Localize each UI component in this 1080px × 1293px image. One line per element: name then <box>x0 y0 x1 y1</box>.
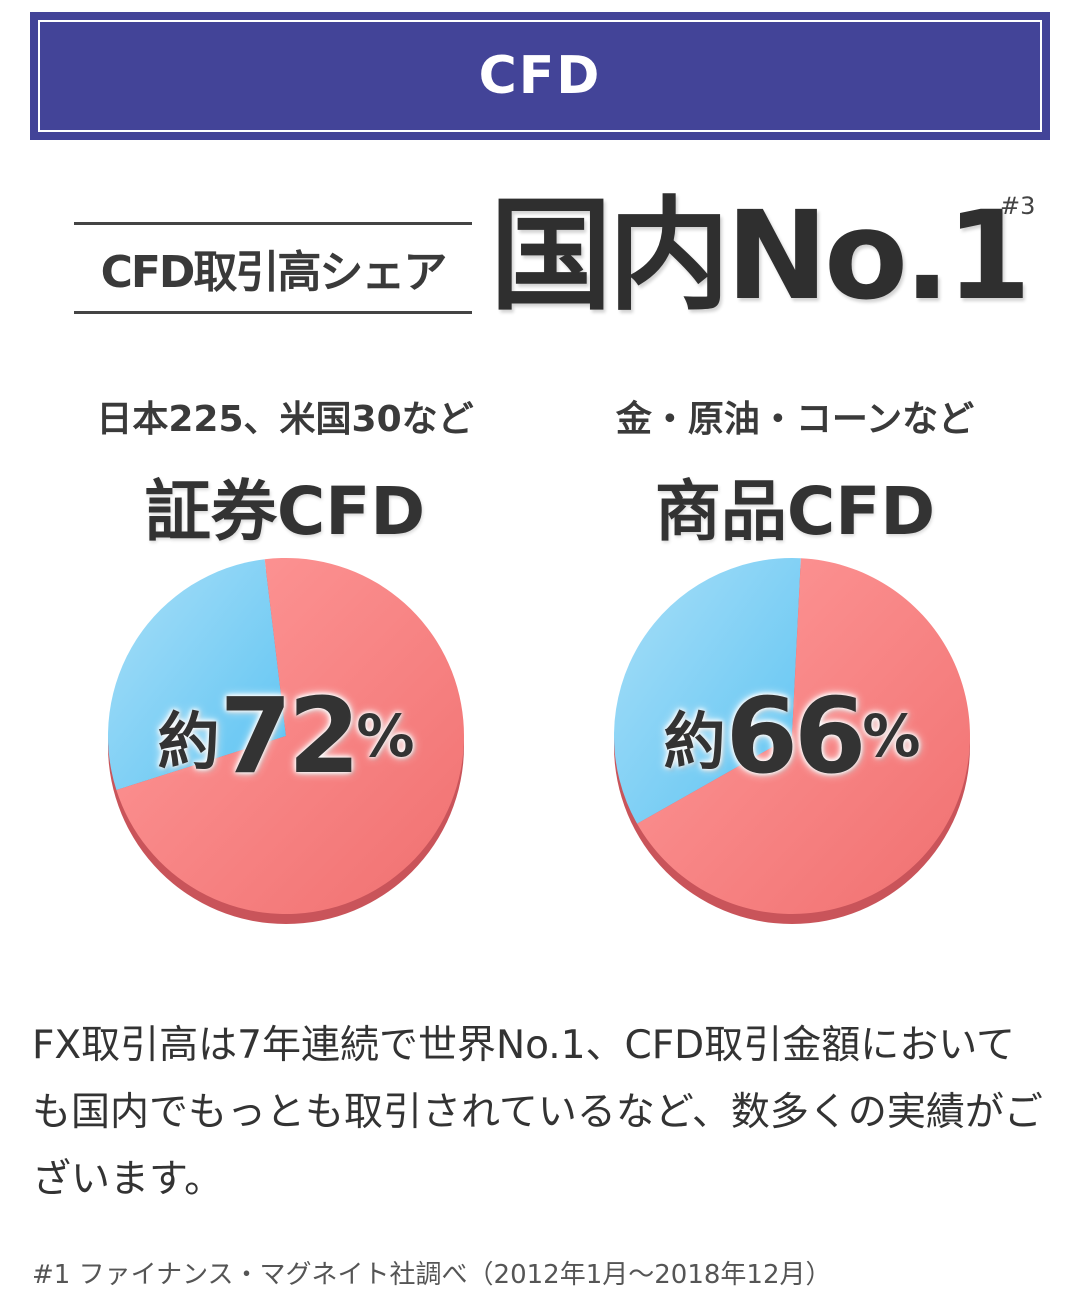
securities-cfd-share-prefix: 約 <box>157 705 220 778</box>
securities-cfd-subtitle: 日本225、米国30など <box>96 399 474 440</box>
securities-cfd-pie-slice-other <box>107 559 286 791</box>
share-label: CFD取引高シェア <box>100 247 448 298</box>
commodity-cfd-pie: 約 66% <box>612 556 972 926</box>
share-label-box: CFD取引高シェア <box>74 222 472 314</box>
securities-cfd-share-value: 72 <box>219 675 361 797</box>
securities-cfd-pie-slice-main <box>116 558 464 914</box>
securities-cfd-share-label: 約 72% <box>106 556 466 916</box>
footnote-text: #1 ファイナンス・マグネイト社調べ（2012年1月〜2018年12月） <box>32 1260 832 1290</box>
securities-cfd-title: 証券CFD <box>144 473 426 550</box>
banner-frame: CFD <box>38 20 1042 132</box>
commodity-cfd-share-unit: % <box>862 702 921 770</box>
ranking-footnote-mark: #3 <box>1000 192 1036 220</box>
commodity-cfd-subtitle: 金・原油・コーンなど <box>615 399 975 440</box>
commodity-cfd-pie-slice-other <box>614 558 801 824</box>
securities-cfd-header: 日本225、米国30など 証券CFD <box>45 390 525 554</box>
ranking-headline: 国内No.1 <box>490 185 1031 327</box>
commodity-cfd-share-value: 66 <box>725 675 867 797</box>
commodity-cfd-title: 商品CFD <box>654 473 936 550</box>
securities-cfd-pie-chart <box>107 558 464 924</box>
section-banner: CFD <box>30 12 1050 140</box>
securities-cfd-share-unit: % <box>356 702 415 770</box>
commodity-cfd-share-prefix: 約 <box>663 705 726 778</box>
securities-cfd-pie: 約 72% <box>106 556 466 926</box>
description-text: FX取引高は7年連続で世界No.1、CFD取引金額においても国内でもっとも取引さ… <box>32 1023 1043 1202</box>
banner-title: CFD <box>478 46 602 106</box>
commodity-cfd-pie-chart <box>614 558 970 924</box>
commodity-cfd-share-label: 約 66% <box>612 556 972 916</box>
commodity-cfd-header: 金・原油・コーンなど 商品CFD <box>555 390 1035 554</box>
commodity-cfd-pie-slice-main <box>637 558 970 914</box>
